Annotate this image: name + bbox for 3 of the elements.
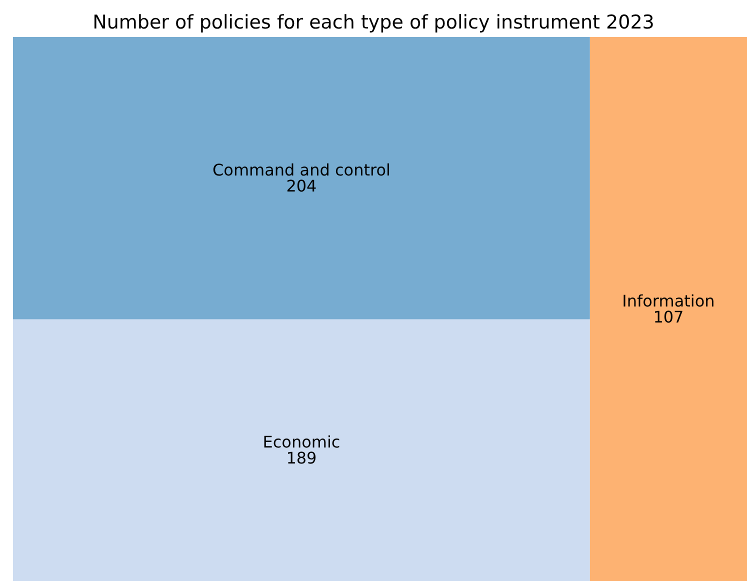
text: Number of policies for each type of policy instrument 2023 — [92, 12, 654, 34]
category-label: Information — [622, 292, 715, 310]
data-label: 107 — [653, 308, 684, 326]
